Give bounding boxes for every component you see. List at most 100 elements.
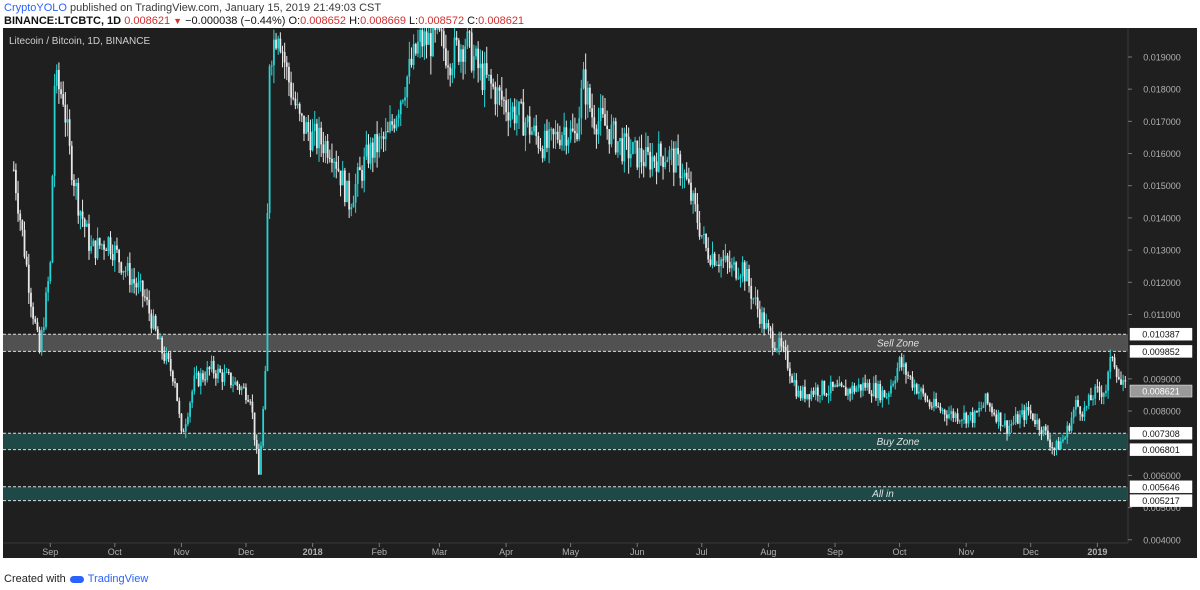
candle-body	[262, 409, 265, 446]
publish-info: CryptoYOLO published on TradingView.com,…	[4, 2, 381, 14]
candle-body	[309, 132, 312, 151]
low-value: 0.008572	[418, 15, 465, 27]
candle-body	[477, 48, 480, 69]
candle-body	[1094, 386, 1097, 399]
candle-body	[1047, 430, 1049, 440]
candle-body	[90, 246, 93, 251]
candle-body	[524, 122, 527, 136]
candle-body	[887, 393, 890, 398]
chart-symbol-title: Litecoin / Bitcoin, 1D, BINANCE	[9, 36, 151, 47]
candle-body	[739, 276, 742, 279]
candle-body	[107, 237, 110, 251]
candle-body	[294, 98, 297, 106]
candle-body	[393, 124, 396, 129]
candle-body	[1102, 393, 1105, 397]
price-tag	[1129, 443, 1193, 456]
candlestick-chart[interactable]: Sell Zone Buy Zone All in 0.019000 0.018000 0…	[3, 28, 1197, 558]
candle-body	[507, 112, 510, 121]
candle-body	[698, 222, 701, 237]
candle-body	[687, 178, 690, 183]
price-tag-label: 0.006801	[1142, 445, 1180, 455]
price-tick-label: 0.006000	[1143, 471, 1181, 481]
candle-body	[40, 330, 43, 353]
candle-body	[1042, 426, 1045, 435]
candle-body	[1124, 380, 1127, 382]
candle-body	[148, 299, 151, 314]
candle-body	[574, 130, 576, 134]
candle-body	[305, 122, 308, 134]
close-label: C:	[467, 15, 479, 27]
time-tick-label: 2019	[1087, 547, 1107, 557]
candle-body	[268, 66, 271, 213]
candle-body	[283, 52, 286, 63]
candle-body	[988, 403, 991, 407]
symbol-quote-line: BINANCE:LTCBTC, 1D 0.008621 ▼ −0.000038 …	[4, 15, 524, 27]
chart-area[interactable]: Sell Zone Buy Zone All in 0.019000 0.018000 0…	[3, 28, 1197, 558]
candle-body	[853, 385, 856, 392]
candle-body	[85, 223, 88, 227]
candle-body	[776, 348, 778, 351]
candle-body	[354, 183, 357, 203]
price-tag	[1129, 327, 1193, 341]
candle-body	[159, 337, 161, 340]
candle-body	[1034, 420, 1036, 425]
candle-body	[451, 68, 454, 76]
price-tick-label: 0.018000	[1143, 85, 1181, 95]
candle-body	[253, 412, 256, 440]
candle-body	[971, 412, 974, 423]
candle-body	[92, 240, 95, 247]
candle-body	[608, 129, 611, 145]
tradingview-link[interactable]: TradingView	[87, 573, 149, 585]
candle-body	[245, 387, 247, 401]
candle-body	[771, 331, 774, 349]
candle-body	[326, 141, 329, 158]
candle-body	[423, 31, 426, 47]
candle-body	[898, 357, 901, 369]
price-tick-label: 0.004000	[1143, 535, 1181, 545]
candle-body	[236, 381, 239, 386]
candle-body	[75, 182, 77, 187]
candle-body	[991, 406, 993, 413]
candle-body	[171, 371, 174, 382]
time-tick-label: Jul	[696, 547, 708, 557]
candle-body	[894, 380, 897, 384]
candle-body	[363, 156, 366, 181]
author-link[interactable]: CryptoYOLO	[4, 2, 67, 14]
candle-body	[356, 167, 359, 184]
candle-body	[1027, 406, 1030, 411]
candle-body	[227, 371, 230, 373]
candle-body	[374, 134, 376, 158]
candle-body	[113, 245, 116, 261]
candle-body	[406, 76, 409, 98]
candle-body	[855, 388, 858, 392]
candle-body	[576, 133, 578, 140]
candle-body	[1019, 414, 1021, 424]
candle-body	[1006, 420, 1008, 434]
candle-body	[870, 393, 873, 397]
candle-body	[879, 383, 882, 401]
candle-body	[1049, 439, 1051, 448]
candle-body	[586, 87, 589, 105]
candle-body	[993, 412, 996, 415]
candle-body	[636, 140, 639, 168]
candle-body	[829, 381, 832, 394]
candle-body	[1072, 409, 1075, 418]
candle-body	[965, 412, 968, 424]
candle-body	[255, 439, 258, 449]
candle-body	[595, 128, 598, 135]
candle-body	[847, 389, 849, 396]
candle-body	[793, 380, 796, 383]
candle-body	[485, 63, 488, 75]
candle-body	[290, 82, 292, 98]
candle-body	[152, 315, 155, 329]
candle-body	[675, 148, 677, 173]
close-value: 0.008621	[478, 15, 525, 27]
time-tick-label: Feb	[371, 547, 387, 557]
time-tick-label: 2018	[303, 547, 323, 557]
candle-body	[526, 116, 529, 123]
candle-body	[950, 411, 953, 415]
candle-body	[51, 175, 54, 263]
candle-body	[851, 385, 854, 394]
candle-body	[1025, 406, 1028, 421]
candle-body	[429, 33, 432, 57]
